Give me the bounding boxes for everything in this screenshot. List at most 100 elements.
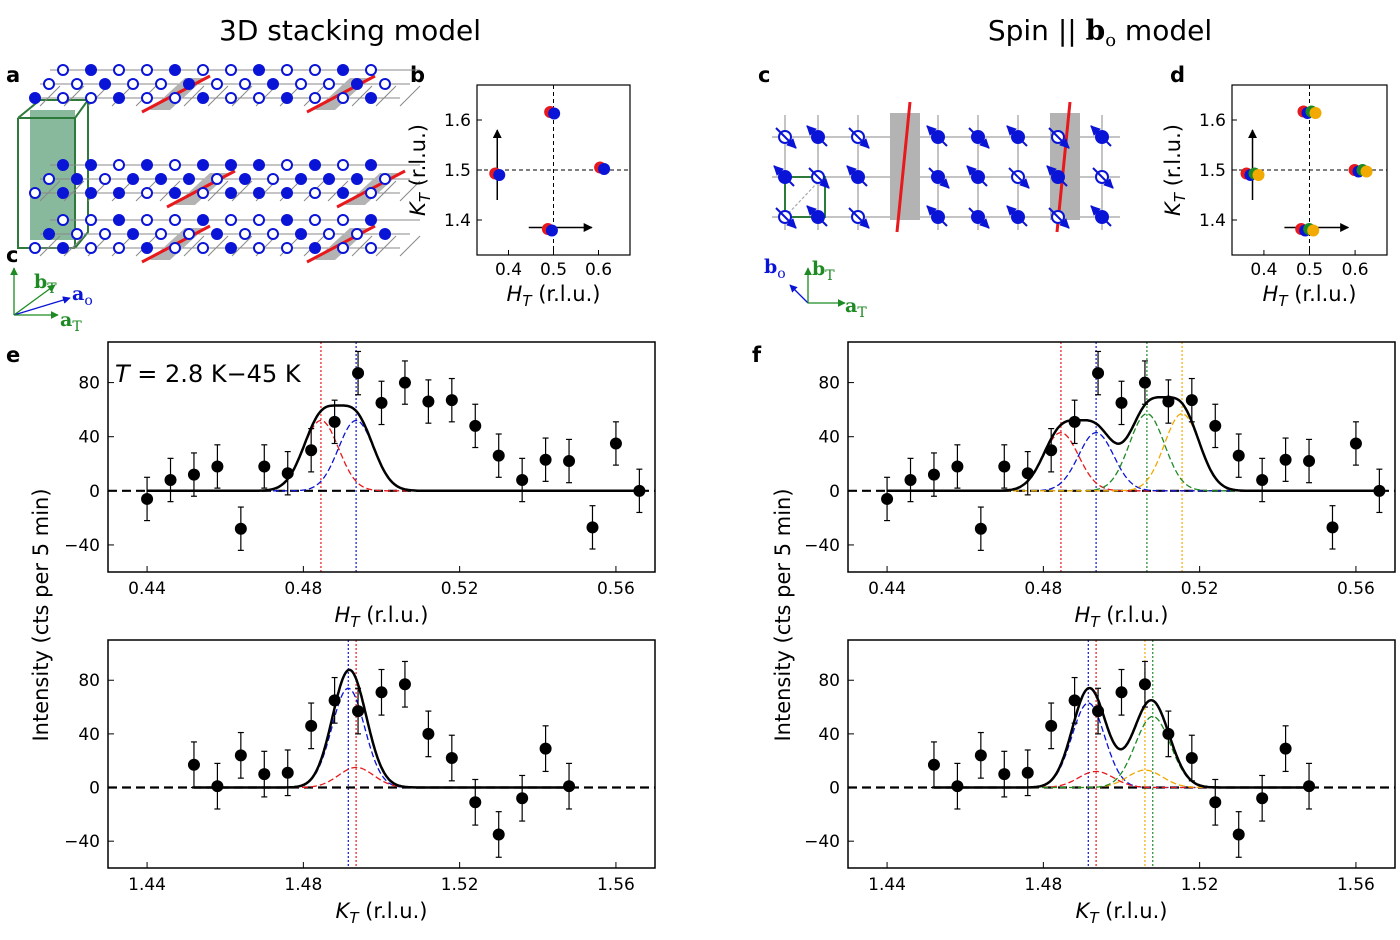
domain-wall-line [895, 101, 912, 233]
data-point [281, 467, 294, 480]
spin-site [281, 92, 293, 104]
data-point [352, 367, 365, 380]
spin-site [211, 78, 223, 90]
data-point [951, 780, 964, 793]
y-tick-label: 0 [829, 482, 840, 502]
spin-site [183, 173, 195, 185]
spin-site [309, 242, 321, 254]
spin-arrow [773, 165, 795, 187]
component-red [147, 419, 640, 492]
spin-site [365, 187, 377, 199]
spin-lattice-diagram [772, 101, 1120, 233]
total-fit [194, 668, 569, 789]
panel-f-bottom-plot: 1.44 1.48 1.52 1.56 −40 0 40 80 KT (r.l.u.) [804, 639, 1396, 927]
data-point [281, 766, 294, 779]
data-point [1256, 792, 1269, 805]
x-tick-label: 0.6 [585, 260, 612, 280]
cell-diagonal [784, 181, 819, 218]
panel-a-axes: c bT ao aT [6, 243, 93, 335]
stacking-lattice-diagram [17, 64, 421, 264]
data-point [1185, 394, 1198, 407]
spin-site [57, 159, 69, 171]
spin-site [365, 242, 377, 254]
vector-bT: bT [34, 271, 57, 297]
data-point [305, 719, 318, 732]
spin-site [253, 187, 265, 199]
spin-site [85, 159, 97, 171]
spin-site [295, 173, 307, 185]
data-point [1256, 474, 1269, 486]
x-axis-label: KT (r.l.u.) [336, 899, 428, 927]
y-tick-label: 40 [78, 428, 100, 448]
spin-site [57, 214, 69, 226]
spin-site [281, 242, 293, 254]
data-point [398, 376, 411, 389]
spin-site [323, 78, 335, 90]
data-point [1021, 467, 1034, 480]
data-point [951, 460, 964, 473]
data-point [1373, 484, 1386, 497]
spin-site [351, 228, 363, 240]
data-point [586, 521, 599, 534]
plot-frame [107, 639, 656, 869]
spin-site [71, 228, 83, 240]
spin-site [365, 214, 377, 226]
lattice-diag [39, 85, 61, 107]
data-point [927, 468, 940, 481]
data-point [998, 768, 1011, 781]
spin-arrow [1092, 167, 1114, 189]
spin-site [29, 187, 41, 199]
peak-marker-orange [1252, 169, 1265, 181]
data-point [927, 758, 940, 771]
unit-cell-box [784, 176, 826, 218]
lattice-diag [63, 235, 85, 257]
data-point [469, 796, 482, 809]
x-axis-label: HT (r.l.u.) [507, 282, 601, 310]
spin-site [337, 64, 349, 76]
spin-site [309, 187, 321, 199]
panel-label-b: b [410, 63, 425, 87]
spin-site [141, 214, 153, 226]
spin-site [43, 228, 55, 240]
spin-arrow [1006, 205, 1028, 227]
spin-arrow [775, 127, 797, 149]
data-point [1138, 376, 1151, 389]
data-point [398, 678, 411, 691]
data-point [375, 686, 388, 699]
spin-site [85, 64, 97, 76]
panel-e-bottom-plot: 1.44 1.48 1.52 1.56 −40 0 40 80 KT (r.l.u.) [64, 639, 656, 927]
lattice-diag [183, 85, 205, 107]
lattice-diag [375, 235, 397, 257]
spin-site [379, 173, 391, 185]
y-tick-label: 80 [818, 374, 840, 394]
component-red [194, 766, 569, 789]
data-point [469, 419, 482, 432]
x-tick-label: 1.44 [868, 875, 906, 895]
spin-site [337, 214, 349, 226]
data-point [974, 749, 987, 762]
data-point [1045, 444, 1058, 457]
spin-site [155, 173, 167, 185]
data-point [998, 460, 1011, 473]
data-point [1349, 437, 1362, 450]
lattice-diag [231, 180, 253, 202]
spin-site [225, 214, 237, 226]
data-point [904, 474, 917, 486]
spin-arrow [848, 127, 870, 149]
spin-site [57, 242, 69, 254]
spin-site [85, 92, 97, 104]
total-fit [934, 686, 1309, 789]
y-axis-label: KT (r.l.u.) [1161, 124, 1189, 216]
panel-f-top-plot: 0.44 0.48 0.52 0.56 −40 0 40 80 HT (r.l.u.) [804, 341, 1396, 631]
spin-site [253, 242, 265, 254]
peak-marker-blue [548, 107, 561, 120]
data-point [974, 522, 987, 535]
spin-site [309, 159, 321, 171]
spin-site [113, 92, 125, 104]
x-tick-label: 0.4 [1250, 260, 1277, 280]
data-point [1115, 396, 1128, 409]
spin-site [197, 214, 209, 226]
panel-label-d: d [1170, 63, 1185, 87]
data-point [234, 522, 247, 535]
data-point [352, 705, 365, 718]
